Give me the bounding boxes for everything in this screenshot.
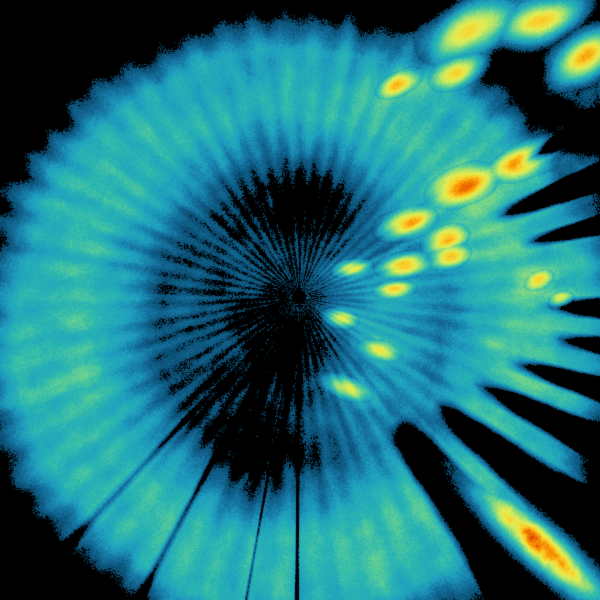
- radar-site-marker: [292, 290, 306, 304]
